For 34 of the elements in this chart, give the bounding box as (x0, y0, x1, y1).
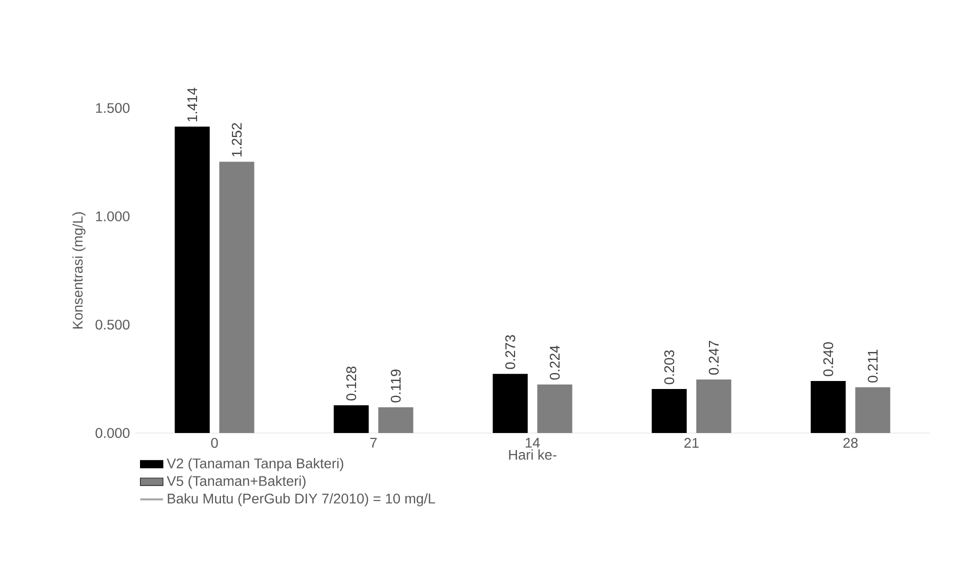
data-label: 0.211 (868, 350, 878, 382)
legend-label: Baku Mutu (PerGub DIY 7/2010) = 10 mg/L (168, 493, 436, 506)
data-label: 1.414 (187, 88, 198, 122)
data-label: 1.252 (232, 123, 242, 156)
y-tick-label: 0.500 (96, 320, 130, 330)
data-label: 0.247 (708, 340, 719, 375)
x-tick-label: 7 (370, 438, 377, 448)
legend-label: V2 (Tanaman Tanpa Bakteri) (166, 458, 344, 472)
x-axis-title: Hari ke- (509, 449, 556, 460)
x-tick-label: 21 (684, 438, 699, 448)
bar (855, 387, 890, 433)
x-tick-label: 28 (843, 438, 858, 448)
y-tick-label: 1.000 (96, 211, 130, 222)
bar (810, 380, 846, 433)
bar (652, 389, 687, 433)
y-tick-label: 0.000 (96, 428, 130, 438)
data-label: 0.128 (346, 366, 356, 400)
data-label: 0.240 (823, 342, 834, 376)
y-axis-title: Konsentrasi (mg/L) (72, 212, 86, 328)
bar (219, 162, 254, 433)
bar (174, 126, 210, 433)
data-label: 0.203 (664, 350, 674, 384)
x-tick-label: 0 (211, 438, 218, 448)
data-label: 0.273 (505, 335, 516, 370)
bar (537, 384, 572, 433)
data-label: 0.119 (390, 370, 401, 402)
bar (492, 374, 528, 433)
bar (696, 379, 732, 433)
bar (378, 407, 414, 433)
data-label: 0.224 (550, 346, 560, 380)
bar (334, 405, 369, 433)
legend-label: V5 (Tanaman+Bakteri) (166, 476, 306, 489)
x-tick-label: 14 (526, 438, 540, 448)
y-tick-label: 1.500 (96, 103, 130, 113)
